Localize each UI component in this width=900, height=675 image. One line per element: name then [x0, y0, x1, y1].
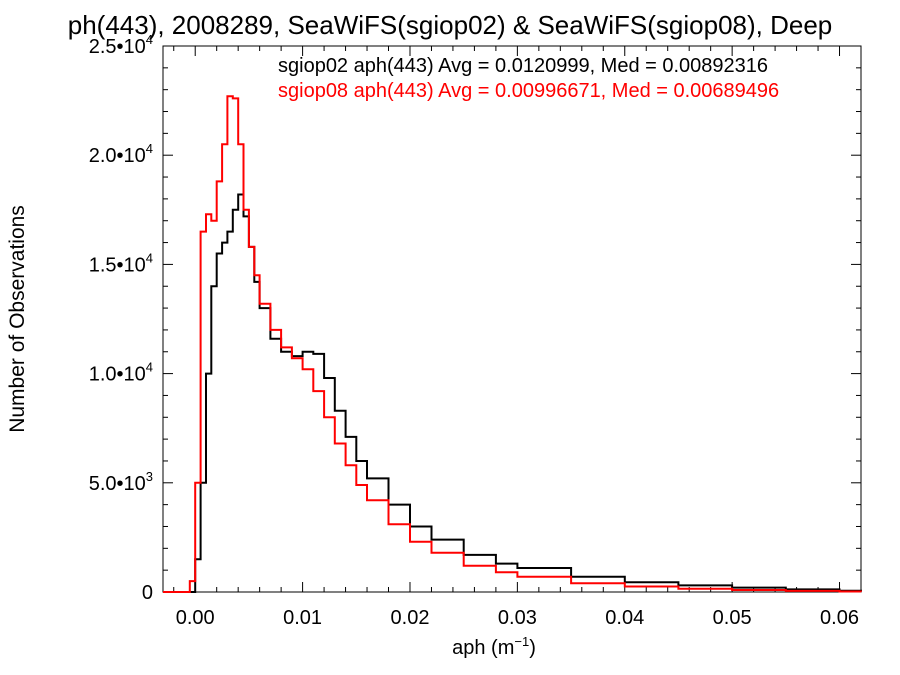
x-axis-label: aph (m−1) [452, 634, 536, 659]
y-tick-label: 2.5•104 [89, 32, 153, 58]
y-tick-label: 0 [142, 582, 153, 604]
x-axis-label-close: ) [529, 637, 536, 659]
y-axis-label: Number of Observations [6, 205, 29, 433]
x-tick-labels: 0.00 0.01 0.02 0.03 0.04 0.05 0.06 [176, 607, 859, 629]
x-axis-label-main: aph (m [452, 637, 514, 659]
x-tick-label: 0.00 [176, 607, 215, 629]
x-tick-label: 0.05 [713, 607, 752, 629]
y-tick-label: 5.0•103 [89, 469, 153, 495]
axis-ticks [163, 45, 861, 593]
x-tick-label: 0.01 [283, 607, 322, 629]
x-tick-label: 0.06 [820, 607, 859, 629]
y-tick-labels: 0 5.0•103 1.0•104 1.5•104 2.0•104 2.5•104 [89, 32, 153, 604]
y-tick-label: 1.0•104 [89, 360, 153, 386]
x-tick-label: 0.02 [391, 607, 430, 629]
x-tick-label: 0.03 [498, 607, 537, 629]
y-tick-label: 2.0•104 [89, 141, 153, 167]
legend-entry-sgiop08: sgiop08 aph(443) Avg = 0.00996671, Med =… [278, 80, 779, 102]
x-axis-label-sup: −1 [514, 634, 529, 649]
series-line-sgiop08 [163, 95, 862, 593]
chart-title: ph(443), 2008289, SeaWiFS(sgiop02) & Sea… [68, 10, 833, 40]
series-line-sgiop02 [163, 193, 862, 593]
plot-frame [162, 45, 862, 593]
y-tick-label: 1.5•104 [89, 250, 153, 276]
x-tick-label: 0.04 [605, 607, 644, 629]
legend-entry-sgiop02: sgiop02 aph(443) Avg = 0.0120999, Med = … [278, 55, 768, 77]
